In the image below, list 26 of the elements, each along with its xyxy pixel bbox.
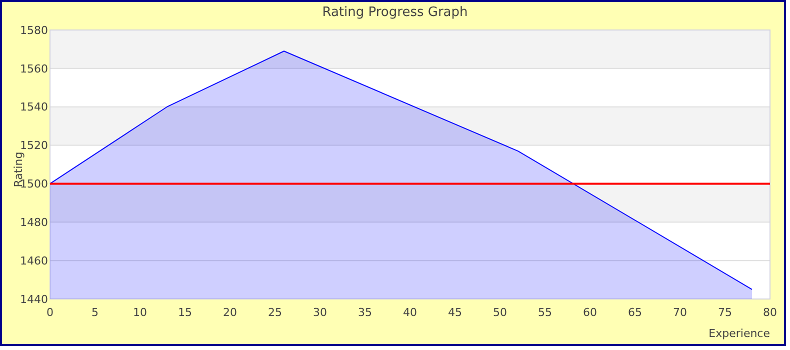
y-tick-label: 1540 bbox=[20, 100, 48, 114]
x-tick-label: 45 bbox=[448, 306, 462, 319]
x-tick-label: 30 bbox=[313, 306, 327, 319]
x-tick-label: 0 bbox=[46, 306, 54, 319]
x-tick-label: 20 bbox=[223, 306, 237, 319]
y-tick-label: 1480 bbox=[20, 216, 48, 229]
y-tick-label: 1560 bbox=[20, 62, 48, 76]
x-tick-label: 50 bbox=[493, 306, 507, 319]
x-tick-label: 40 bbox=[403, 306, 417, 319]
y-tick-label: 1580 bbox=[20, 24, 48, 37]
x-tick-label: 60 bbox=[583, 306, 597, 319]
x-tick-label: 5 bbox=[92, 306, 98, 319]
y-tick-label: 1440 bbox=[20, 292, 48, 306]
x-tick-label: 25 bbox=[268, 306, 282, 319]
x-axis-title: Experience bbox=[708, 327, 770, 340]
x-tick-label: 10 bbox=[133, 306, 147, 319]
x-tick-label: 80 bbox=[763, 306, 777, 319]
y-tick-label: 1520 bbox=[20, 139, 48, 152]
x-tick-label: 55 bbox=[538, 306, 552, 319]
x-tick-label: 65 bbox=[628, 306, 642, 319]
x-tick-label: 75 bbox=[718, 306, 732, 319]
x-tick-label: 70 bbox=[673, 306, 687, 319]
y-tick-label: 1460 bbox=[20, 254, 48, 268]
x-tick-label: 35 bbox=[358, 306, 372, 319]
x-tick-label: 15 bbox=[178, 306, 192, 319]
chart-title: Rating Progress Graph bbox=[322, 5, 468, 20]
